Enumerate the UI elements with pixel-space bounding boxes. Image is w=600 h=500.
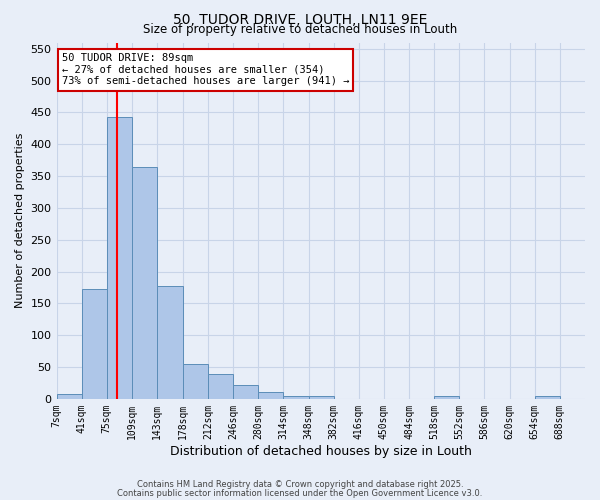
- Bar: [259, 392, 283, 399]
- Bar: [82, 290, 107, 399]
- Text: Contains public sector information licensed under the Open Government Licence v3: Contains public sector information licen…: [118, 488, 482, 498]
- Text: Size of property relative to detached houses in Louth: Size of property relative to detached ho…: [143, 24, 457, 36]
- Bar: [157, 286, 183, 399]
- Text: Contains HM Land Registry data © Crown copyright and database right 2025.: Contains HM Land Registry data © Crown c…: [137, 480, 463, 489]
- Bar: [208, 374, 233, 399]
- Y-axis label: Number of detached properties: Number of detached properties: [15, 133, 25, 308]
- Bar: [308, 396, 334, 399]
- Text: 50, TUDOR DRIVE, LOUTH, LN11 9EE: 50, TUDOR DRIVE, LOUTH, LN11 9EE: [173, 12, 427, 26]
- Bar: [535, 396, 560, 399]
- Bar: [56, 394, 82, 399]
- Bar: [283, 396, 308, 399]
- Bar: [132, 166, 157, 399]
- Bar: [107, 117, 132, 399]
- X-axis label: Distribution of detached houses by size in Louth: Distribution of detached houses by size …: [170, 444, 472, 458]
- Bar: [183, 364, 208, 399]
- Bar: [233, 386, 259, 399]
- Bar: [434, 396, 460, 399]
- Text: 50 TUDOR DRIVE: 89sqm
← 27% of detached houses are smaller (354)
73% of semi-det: 50 TUDOR DRIVE: 89sqm ← 27% of detached …: [62, 53, 349, 86]
